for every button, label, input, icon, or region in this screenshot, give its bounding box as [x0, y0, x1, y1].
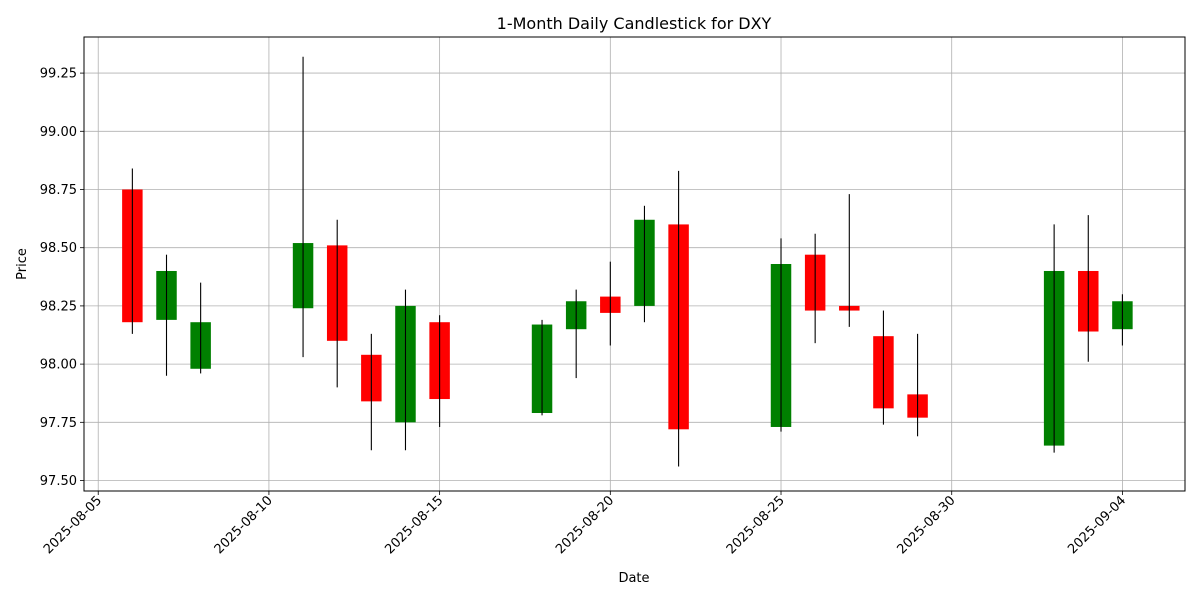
candle-2025-08-18 — [531, 319, 553, 416]
candle-2025-08-28 — [873, 310, 894, 425]
candle-2025-08-19 — [565, 289, 587, 379]
y-tick-label: 99.25 — [40, 67, 77, 82]
candle-2025-08-11 — [292, 56, 314, 358]
candle-2025-08-07 — [156, 254, 177, 376]
candle-2025-08-27 — [839, 194, 860, 327]
y-axis-label: Price — [15, 248, 30, 280]
y-tick-label: 98.00 — [40, 358, 77, 373]
candle-2025-09-03 — [1078, 215, 1099, 362]
candle-2025-08-13 — [361, 333, 382, 451]
candle-2025-09-04 — [1112, 294, 1133, 346]
candle-2025-08-15 — [429, 315, 450, 427]
candles — [122, 56, 1133, 467]
x-axis-label: Date — [618, 571, 649, 586]
candle-2025-08-12 — [326, 219, 348, 388]
candle-2025-08-21 — [634, 205, 655, 323]
y-tick-label: 98.50 — [40, 241, 77, 256]
chart-title: 1-Month Daily Candlestick for DXY — [497, 14, 772, 33]
candle-2025-08-29 — [907, 333, 928, 437]
y-tick-label: 99.00 — [40, 125, 77, 140]
candle-2025-09-02 — [1043, 224, 1065, 453]
y-tick-label: 98.25 — [40, 299, 77, 314]
candle-2025-08-08 — [190, 282, 211, 374]
plot-frame — [83, 36, 1186, 492]
candle-2025-08-26 — [804, 233, 826, 344]
candle-2025-08-14 — [395, 289, 416, 451]
candle-2025-08-20 — [600, 261, 621, 346]
candle-2025-08-22 — [668, 170, 689, 467]
y-tick-label: 97.75 — [40, 416, 77, 431]
candle-2025-08-25 — [770, 238, 792, 432]
y-tick-label: 98.75 — [40, 183, 77, 198]
candle-2025-08-06 — [122, 168, 143, 334]
y-tick-label: 97.50 — [40, 474, 77, 489]
